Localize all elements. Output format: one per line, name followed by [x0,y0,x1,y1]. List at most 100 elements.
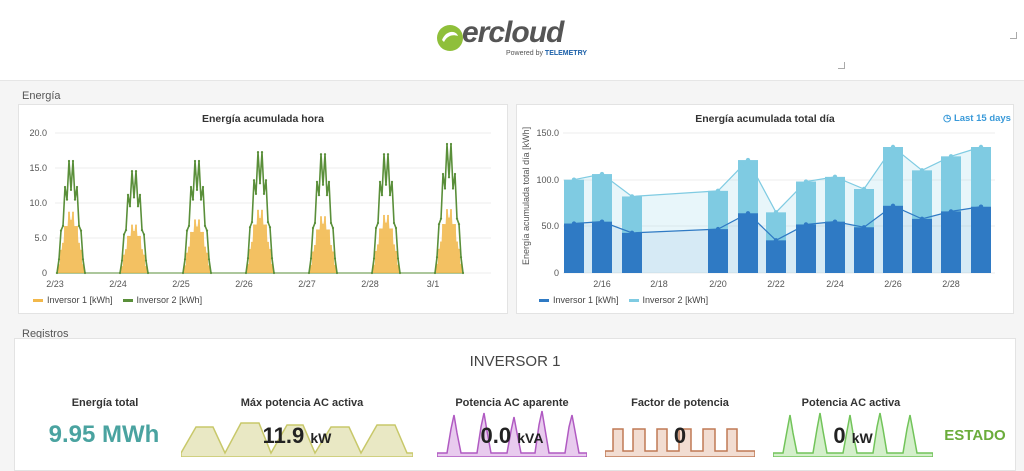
legend-label: Inversor 2 [kWh] [642,295,709,305]
bar-inversor-1 [454,224,456,273]
x-tick: 2/26 [235,279,253,289]
bar-inversor-1 [825,221,845,273]
bar-inversor-1 [255,224,257,273]
line-inversor-1-point[interactable] [803,222,809,227]
line-inversor-1-point[interactable] [948,209,954,214]
bar-inversor-1 [318,229,320,273]
line-inversor-2-point[interactable] [571,177,577,182]
line-inversor-1-point[interactable] [919,216,925,222]
line-inversor-1-point[interactable] [599,219,605,224]
y-axis: 150.0 100.0 50.0 0 [536,128,559,278]
line-inversor-2-point[interactable] [919,168,925,173]
chart-title: Energía acumulada hora [202,113,324,125]
point-inversor-2 [205,229,209,232]
legend-item[interactable]: Inversor 2 [kWh] [628,295,709,305]
x-axis: 2/16 2/18 2/20 2/22 2/24 2/26 2/28 [593,279,960,289]
line-inversor-1-point[interactable] [861,225,867,230]
line-inversor-1-point[interactable] [890,203,896,208]
legend-item[interactable]: Inversor 1 [kWh] [33,295,113,305]
bar-inversor-1 [121,266,123,273]
line-inversor-1-point[interactable] [715,226,721,232]
kpi-value-potencia-aparente: 0.0 kVA [437,423,587,449]
line-inversor-2-point[interactable] [773,210,779,215]
line-inversor-2-point[interactable] [861,186,867,192]
bar-inversor-1 [78,242,80,273]
powered-by-brand: TELEMETRY [544,50,588,57]
point-inversor-2 [250,221,254,224]
bar-inversor-1 [592,221,612,273]
bar-inversor-1 [263,224,265,273]
last-15-days-link[interactable]: ◷ Last 15 days [943,113,1011,124]
sparkline-potencia-activa [773,412,933,457]
estado-label: ESTADO [944,427,1006,444]
area-inversor-1 [309,216,337,273]
series-group [564,144,991,273]
kpi-label: Potencia AC aparente [455,397,569,409]
point-inversor-2 [248,226,252,229]
line-inversor-2-point[interactable] [745,157,751,163]
bar-inversor-1 [708,229,728,273]
line-inversor-1-point[interactable] [773,238,779,243]
point-inversor-2 [459,256,463,259]
kpi-value-factor-potencia: 0 [673,423,687,448]
line-inversor-1-point[interactable] [629,230,635,236]
bar-inversor-1 [381,228,383,273]
line-inversor-1-point[interactable] [745,211,751,216]
bar-inversor-1 [194,219,196,273]
point-inversor-2 [374,226,378,230]
resize-handle[interactable] [1010,32,1017,39]
line-inversor-2-point[interactable] [629,194,635,199]
bar-inversor-1 [328,229,330,273]
line-inversor-2-point[interactable] [832,174,838,180]
line-inversor-2-point[interactable] [599,171,605,177]
bar-inversor-1 [460,263,462,273]
line-inversor-2-point[interactable] [803,179,809,184]
point-inversor-2 [331,226,335,230]
point-inversor-2 [372,257,376,260]
line-inversor-1-point[interactable] [832,219,838,224]
bar-inversor-1 [200,231,202,273]
legend-item[interactable]: Inversor 2 [kWh] [122,295,202,305]
bar-inversor-1 [375,251,377,273]
bar-inversor-1 [393,244,395,273]
point-inversor-2 [181,271,185,275]
line-inversor-1-point[interactable] [571,221,577,226]
bar-inversor-1 [796,224,816,273]
point-inversor-2 [388,194,392,197]
x-axis: 2/23 2/24 2/25 2/26 2/27 2/28 3/1 [46,279,439,289]
point-inversor-2 [433,271,437,275]
point-inversor-2 [457,223,461,226]
y-tick: 10.0 [29,198,47,208]
bar-inversor-1 [196,226,198,273]
bar-inversor-1 [249,249,251,273]
line-inversor-2-point[interactable] [978,144,984,150]
point-inversor-2 [71,159,75,163]
point-inversor-2 [63,185,67,189]
bar-inversor-1 [436,263,438,273]
line-inversor-2-point[interactable] [715,188,721,194]
legend-item[interactable]: Inversor 1 [kWh] [539,295,619,305]
y-tick: 150.0 [536,128,559,138]
point-inversor-2 [453,172,457,176]
kpi-number: 0 [833,423,846,448]
resize-handle[interactable] [838,62,845,69]
point-inversor-2 [203,224,207,227]
point-inversor-2 [390,180,394,183]
line-inversor-2-point[interactable] [948,154,954,159]
line-inversor-2-point[interactable] [890,144,896,150]
line-inversor-1-point[interactable] [978,204,984,209]
bar-inversor-1 [72,211,74,273]
bar-inversor-1 [391,228,393,273]
bar-inversor-1 [261,209,263,273]
point-inversor-2 [268,226,272,229]
bar-inversor-1 [452,224,454,273]
sparkline-max-potencia [181,422,413,457]
point-inversor-2 [183,258,187,261]
bar-inversor-1 [971,206,991,273]
bar-inversor-1 [60,249,62,273]
point-inversor-2 [201,185,205,189]
kpi-number: 0.0 [480,423,512,448]
y-axis: 20.0 15.0 10.0 5.0 0 [29,128,47,278]
point-inversor-2 [138,193,142,196]
bar-inversor-1 [458,248,460,273]
